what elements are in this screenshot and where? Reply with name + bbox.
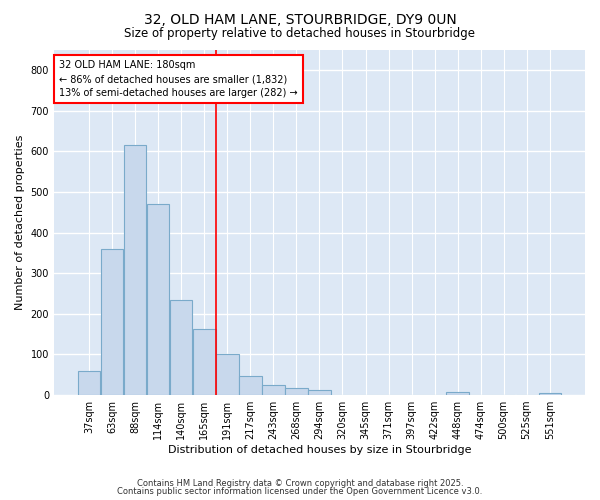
- Bar: [446, 392, 469, 395]
- Text: Contains public sector information licensed under the Open Government Licence v3: Contains public sector information licen…: [118, 487, 482, 496]
- Bar: [216, 354, 239, 395]
- Bar: [193, 329, 215, 395]
- Y-axis label: Number of detached properties: Number of detached properties: [15, 135, 25, 310]
- Bar: [101, 249, 124, 395]
- Text: Contains HM Land Registry data © Crown copyright and database right 2025.: Contains HM Land Registry data © Crown c…: [137, 478, 463, 488]
- Bar: [239, 376, 262, 395]
- X-axis label: Distribution of detached houses by size in Stourbridge: Distribution of detached houses by size …: [168, 445, 471, 455]
- Bar: [539, 393, 561, 395]
- Text: 32, OLD HAM LANE, STOURBRIDGE, DY9 0UN: 32, OLD HAM LANE, STOURBRIDGE, DY9 0UN: [143, 12, 457, 26]
- Bar: [262, 385, 284, 395]
- Text: 32 OLD HAM LANE: 180sqm
← 86% of detached houses are smaller (1,832)
13% of semi: 32 OLD HAM LANE: 180sqm ← 86% of detache…: [59, 60, 298, 98]
- Bar: [285, 388, 308, 395]
- Bar: [308, 390, 331, 395]
- Text: Size of property relative to detached houses in Stourbridge: Size of property relative to detached ho…: [125, 28, 476, 40]
- Bar: [147, 204, 169, 395]
- Bar: [170, 300, 193, 395]
- Bar: [124, 146, 146, 395]
- Bar: [78, 370, 100, 395]
